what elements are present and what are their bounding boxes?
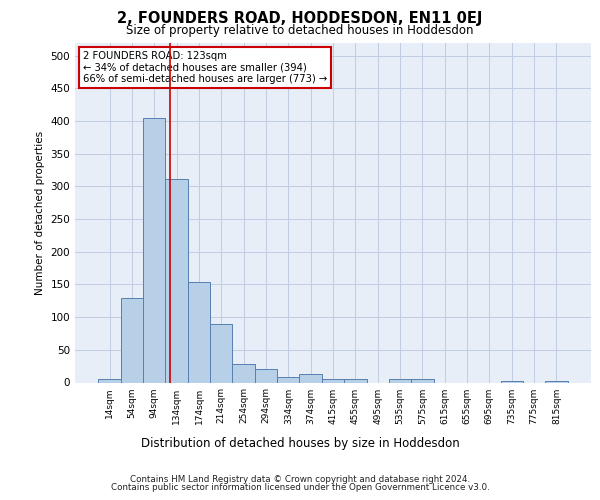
Bar: [232, 364, 255, 382]
Bar: [344, 379, 367, 382]
Bar: [166, 178, 188, 382]
Bar: [143, 118, 166, 382]
Bar: [545, 381, 568, 382]
Bar: [322, 379, 344, 382]
Bar: [121, 298, 143, 382]
Text: Contains public sector information licensed under the Open Government Licence v3: Contains public sector information licen…: [110, 483, 490, 492]
Text: Contains HM Land Registry data © Crown copyright and database right 2024.: Contains HM Land Registry data © Crown c…: [130, 474, 470, 484]
Bar: [299, 374, 322, 382]
Bar: [210, 324, 232, 382]
Bar: [188, 282, 210, 382]
Text: Distribution of detached houses by size in Hoddesdon: Distribution of detached houses by size …: [140, 437, 460, 450]
Bar: [255, 370, 277, 382]
Bar: [500, 381, 523, 382]
Bar: [389, 379, 411, 382]
Bar: [411, 378, 434, 382]
Text: Size of property relative to detached houses in Hoddesdon: Size of property relative to detached ho…: [126, 24, 474, 37]
Bar: [277, 376, 299, 382]
Bar: [98, 379, 121, 382]
Y-axis label: Number of detached properties: Number of detached properties: [35, 130, 45, 294]
Text: 2 FOUNDERS ROAD: 123sqm
← 34% of detached houses are smaller (394)
66% of semi-d: 2 FOUNDERS ROAD: 123sqm ← 34% of detache…: [83, 51, 327, 84]
Text: 2, FOUNDERS ROAD, HODDESDON, EN11 0EJ: 2, FOUNDERS ROAD, HODDESDON, EN11 0EJ: [118, 11, 482, 26]
